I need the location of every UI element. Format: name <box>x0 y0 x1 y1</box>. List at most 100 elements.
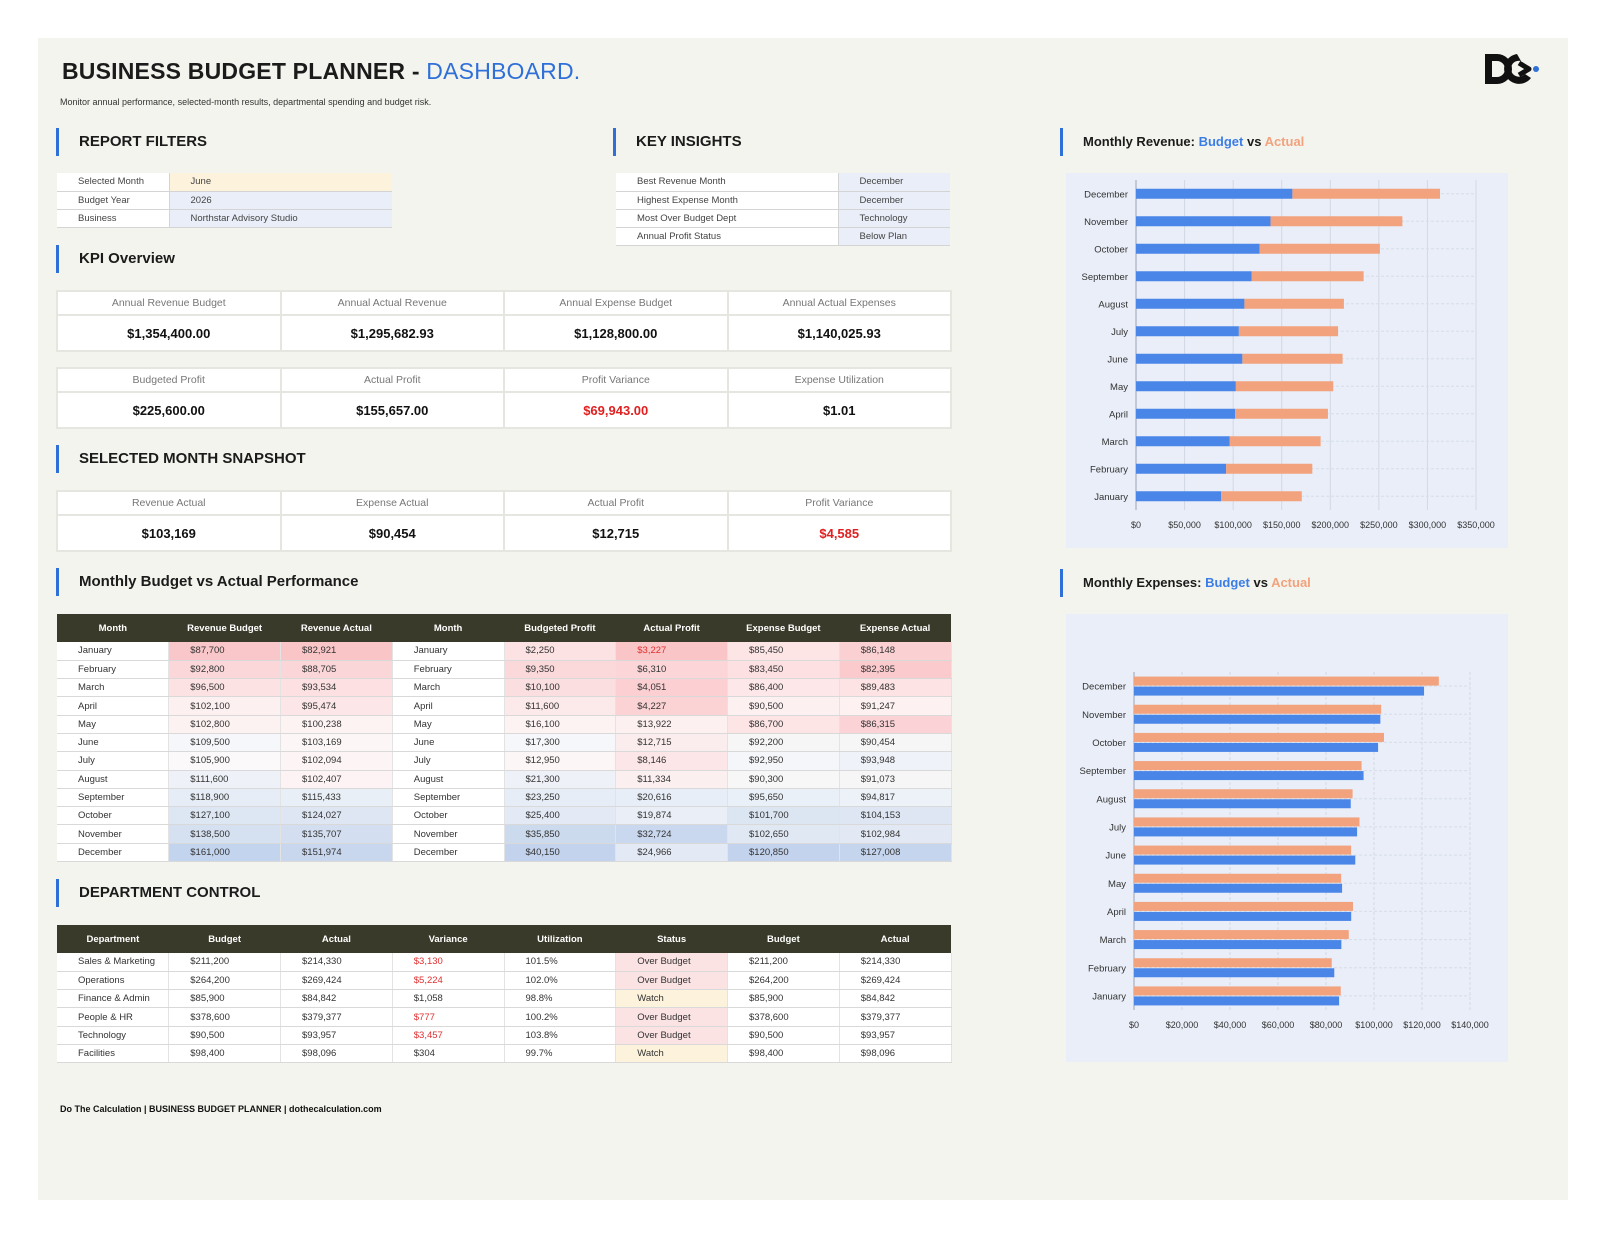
column-header: Revenue Budget <box>168 614 281 642</box>
selected-month-snapshot-heading: SELECTED MONTH SNAPSHOT <box>56 445 306 473</box>
bar-actual <box>1251 271 1364 282</box>
column-header: Month <box>57 614 169 642</box>
filters-row: Budget Year 2026 <box>57 191 392 210</box>
table-cell: $98,096 <box>839 1044 952 1064</box>
department-control-heading: DEPARTMENT CONTROL <box>56 879 260 907</box>
category-label: August <box>1096 794 1126 805</box>
bar-actual <box>1238 326 1339 337</box>
column-header: Utilization <box>504 925 616 953</box>
table-cell: $379,377 <box>280 1007 393 1027</box>
table-cell: $103,169 <box>280 733 393 753</box>
insights-label: Highest Expense Month <box>616 191 839 210</box>
bar-budget <box>1136 243 1260 254</box>
category-label: October <box>1092 738 1126 749</box>
category-label: March <box>1102 437 1128 448</box>
table-cell: $19,874 <box>615 806 728 826</box>
kpi-label-row: Budgeted Profit Actual Profit Profit Varia… <box>56 367 952 393</box>
bar-actual <box>1134 761 1362 771</box>
kpi-label: Annual Actual Expenses <box>726 290 952 316</box>
table-row: December $161,000 $151,974 December $40,150 $… <box>57 843 952 863</box>
table-cell: Watch <box>615 1044 728 1064</box>
table-cell: $12,715 <box>615 733 728 753</box>
report-filters-table: Selected Month June Budget Year 2026 Busines… <box>57 173 392 228</box>
table-row: Facilities $98,400 $98,096 $304 99.7% Watch $9… <box>57 1044 952 1064</box>
table-cell: $269,424 <box>280 971 393 991</box>
kpi-value: $1,295,682.93 <box>279 314 505 352</box>
bar-actual <box>1292 188 1441 199</box>
x-tick-label: $250,000 <box>1360 520 1398 530</box>
expenses-chart-title: Monthly Expenses: Budget vs Actual <box>1060 569 1311 597</box>
bar-actual <box>1226 463 1313 474</box>
table-cell: November <box>392 824 505 844</box>
kpi-value-row: $225,600.00 $155,657.00 $69,943.00 $1.01 <box>56 391 952 429</box>
bar-budget <box>1136 408 1236 419</box>
bar-budget <box>1136 298 1245 309</box>
x-tick-label: $50,000 <box>1168 520 1201 530</box>
report-filters-heading: REPORT FILTERS <box>56 128 207 156</box>
bar-actual <box>1244 298 1344 309</box>
table-cell: People & HR <box>57 1007 170 1027</box>
table-cell: February <box>392 660 505 680</box>
key-insights-heading: KEY INSIGHTS <box>613 128 742 156</box>
kpi-value-row: $1,354,400.00 $1,295,682.93 $1,128,800.00 $… <box>56 314 952 352</box>
bar-actual <box>1134 873 1342 883</box>
table-cell: $378,600 <box>727 1007 840 1027</box>
table-cell: Facilities <box>57 1044 170 1064</box>
table-cell: $115,433 <box>280 788 393 808</box>
table-cell: 100.2% <box>504 1007 617 1027</box>
table-cell: $777 <box>392 1007 505 1027</box>
table-cell: $211,200 <box>727 953 840 972</box>
expenses-chart: $0 $20,000 $40,000 $60,000 $80,000 $100,000 $1… <box>1080 672 1489 1030</box>
table-row: September $118,900 $115,433 September $23,25… <box>57 788 952 808</box>
bar-budget <box>1136 436 1230 447</box>
bar-actual <box>1134 901 1353 911</box>
table-cell: $12,950 <box>504 751 617 771</box>
table-cell: Sales & Marketing <box>57 953 170 972</box>
table-cell: $6,310 <box>615 660 728 680</box>
expenses-chart-title-actual: Actual <box>1271 575 1311 590</box>
key-insights-table: Best Revenue Month December Highest Expens… <box>616 173 950 246</box>
table-cell: $84,842 <box>839 989 952 1009</box>
x-tick-label: $300,000 <box>1409 520 1447 530</box>
bar-budget <box>1134 827 1358 837</box>
revenue-chart-panel: $0 $50,000 $100,000 $150,000 $200,000 $250,00… <box>1066 173 1508 548</box>
filters-row: Business Northstar Advisory Studio <box>57 209 392 228</box>
kpi-value: $12,715 <box>503 514 729 552</box>
table-cell: $9,350 <box>504 660 617 680</box>
bar-actual <box>1221 491 1302 502</box>
x-tick-label: $140,000 <box>1451 1020 1489 1030</box>
column-header: Expense Budget <box>727 614 840 642</box>
kpi-label: Annual Revenue Budget <box>56 290 282 316</box>
insights-value: Technology <box>838 209 950 228</box>
table-cell: $102,800 <box>168 715 281 734</box>
category-label: March <box>1100 935 1126 946</box>
category-label: September <box>1082 272 1128 283</box>
table-cell: $95,650 <box>727 788 840 808</box>
table-cell: December <box>57 843 170 863</box>
table-cell: $20,616 <box>615 788 728 808</box>
table-cell: $86,700 <box>727 715 840 734</box>
table-cell: $82,921 <box>280 642 393 661</box>
monthly-performance-table: Month Revenue Budget Revenue Actual Month Bu… <box>57 614 952 863</box>
x-tick-label: $100,000 <box>1214 520 1252 530</box>
insights-row: Annual Profit Status Below Plan <box>616 227 950 246</box>
bar-actual <box>1242 353 1343 364</box>
table-cell: $11,600 <box>504 696 617 716</box>
selected-month-snapshot: Revenue Actual Expense Actual Actual Profi… <box>56 490 952 552</box>
table-cell: $264,200 <box>727 971 840 991</box>
kpi-overview-heading: KPI Overview <box>56 245 175 273</box>
revenue-chart-title-budget: Budget <box>1198 134 1244 149</box>
table-cell: $379,377 <box>839 1007 952 1027</box>
table-cell: $10,100 <box>504 678 617 698</box>
table-cell: Watch <box>615 989 728 1009</box>
kpi-value: $1,140,025.93 <box>726 314 952 352</box>
bar-actual <box>1134 845 1352 855</box>
table-cell: July <box>392 751 505 771</box>
table-cell: $269,424 <box>839 971 952 991</box>
category-label: July <box>1109 822 1126 833</box>
bar-actual <box>1134 789 1353 799</box>
table-cell: September <box>57 788 170 808</box>
table-cell: $86,315 <box>839 715 952 734</box>
table-cell: $92,200 <box>727 733 840 753</box>
table-cell: January <box>392 642 505 661</box>
